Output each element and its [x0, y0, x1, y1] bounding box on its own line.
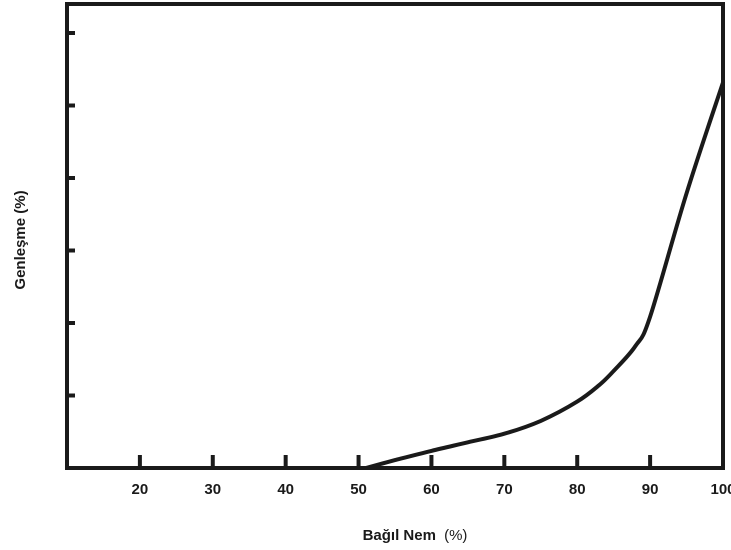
x-axis-title: Bağıl Nem (%)	[363, 527, 468, 544]
x-tick-label: 90	[642, 481, 659, 498]
y-axis-title: Genleşme (%)	[12, 190, 29, 289]
x-tick-label: 80	[569, 481, 586, 498]
x-axis-ticks	[137, 455, 725, 468]
x-axis-tick-labels: 20 30 40 50 60 70 80 90 100	[132, 481, 731, 498]
x-tick-label: 70	[496, 481, 513, 498]
x-tick-label: 30	[204, 481, 221, 498]
x-tick-label: 20	[132, 481, 149, 498]
x-tick-label: 60	[423, 481, 440, 498]
x-tick-label: 50	[350, 481, 367, 498]
x-axis-title-main: Bağıl Nem	[363, 527, 436, 544]
x-axis-title-unit: (%)	[444, 527, 467, 544]
x-tick-label: 100	[710, 481, 731, 498]
x-tick-label: 40	[277, 481, 294, 498]
plot-frame	[65, 2, 725, 470]
expansion-curve	[363, 80, 725, 470]
